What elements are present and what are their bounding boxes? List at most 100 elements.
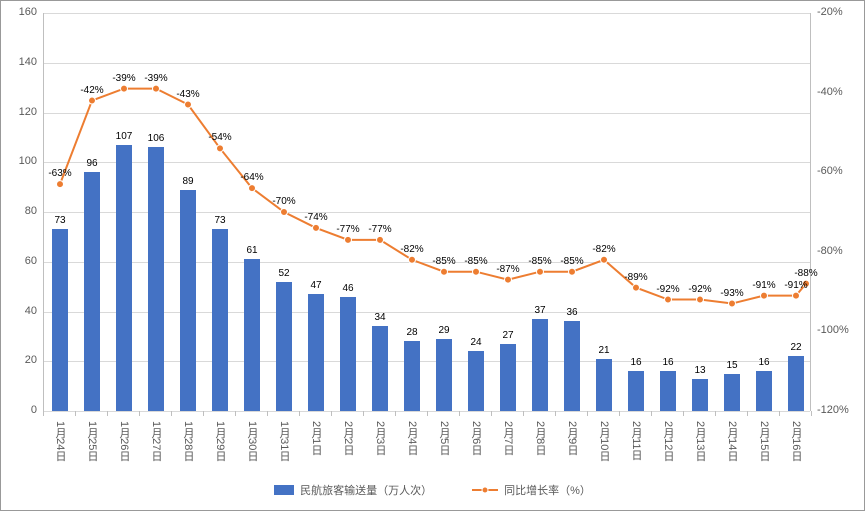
x-tick	[363, 411, 364, 416]
x-tick	[171, 411, 172, 416]
bar-value-label: 37	[534, 305, 545, 316]
x-tick-label: 2月14日	[724, 421, 740, 461]
line-value-label: -87%	[496, 264, 519, 275]
x-tick	[299, 411, 300, 416]
bar-value-label: 36	[566, 307, 577, 318]
x-tick-label: 1月26日	[116, 421, 132, 461]
bar	[308, 294, 324, 411]
bar-value-label: 34	[374, 312, 385, 323]
bar-value-label: 16	[630, 357, 641, 368]
bar-value-label: 52	[278, 268, 289, 279]
bar	[212, 229, 228, 411]
legend-label: 同比增长率（%）	[504, 482, 591, 498]
bar-value-label: 15	[726, 360, 737, 371]
legend: 民航旅客输送量（万人次） 同比增长率（%）	[1, 482, 864, 498]
bar-value-label: 29	[438, 325, 449, 336]
gridline	[44, 63, 810, 64]
x-tick	[395, 411, 396, 416]
x-tick	[267, 411, 268, 416]
line-value-label: -39%	[112, 73, 135, 84]
line-value-label: -85%	[528, 256, 551, 267]
bar	[532, 319, 548, 411]
bar-value-label: 21	[598, 345, 609, 356]
x-tick-label: 2月3日	[372, 421, 388, 455]
x-tick-label: 2月9日	[564, 421, 580, 455]
x-tick	[523, 411, 524, 416]
x-tick	[747, 411, 748, 416]
gridline	[44, 113, 810, 114]
bar	[468, 351, 484, 411]
x-tick-label: 2月11日	[628, 421, 644, 461]
bar-value-label: 46	[342, 283, 353, 294]
x-tick-label: 2月4日	[404, 421, 420, 455]
bar-value-label: 27	[502, 330, 513, 341]
y-left-tick-label: 140	[7, 56, 37, 68]
bar	[116, 145, 132, 411]
bar	[596, 359, 612, 411]
legend-label: 民航旅客输送量（万人次）	[300, 482, 432, 498]
x-tick-label: 2月15日	[756, 421, 772, 461]
y-left-tick-label: 40	[7, 305, 37, 317]
bar-value-label: 13	[694, 365, 705, 376]
x-tick	[587, 411, 588, 416]
bar	[436, 339, 452, 411]
bar	[788, 356, 804, 411]
y-right-tick-label: -120%	[817, 404, 849, 416]
line-value-label: -91%	[784, 280, 807, 291]
line-value-label: -63%	[48, 168, 71, 179]
y-left-tick-label: 0	[7, 404, 37, 416]
line-value-label: -89%	[624, 272, 647, 283]
y-right-tick-label: -40%	[817, 86, 843, 98]
x-tick	[683, 411, 684, 416]
x-tick-label: 2月16日	[788, 421, 804, 461]
bar	[628, 371, 644, 411]
bar	[724, 374, 740, 411]
bar-value-label: 96	[86, 158, 97, 169]
line-value-label: -88%	[794, 268, 817, 279]
x-tick-label: 2月10日	[596, 421, 612, 461]
bar-value-label: 16	[758, 357, 769, 368]
bar	[756, 371, 772, 411]
bar-value-label: 47	[310, 280, 321, 291]
x-tick	[427, 411, 428, 416]
bar-value-label: 24	[470, 337, 481, 348]
line-value-label: -77%	[368, 224, 391, 235]
x-tick	[459, 411, 460, 416]
legend-line-swatch	[472, 489, 498, 491]
y-left-tick-label: 60	[7, 255, 37, 267]
bar-value-label: 28	[406, 327, 417, 338]
x-tick-label: 2月2日	[340, 421, 356, 455]
line-value-label: -42%	[80, 85, 103, 96]
x-tick	[555, 411, 556, 416]
x-tick-label: 2月8日	[532, 421, 548, 455]
y-right-tick-label: -100%	[817, 324, 849, 336]
x-tick-label: 1月25日	[84, 421, 100, 461]
line-value-label: -85%	[432, 256, 455, 267]
bar-value-label: 107	[116, 131, 133, 142]
bar-value-label: 73	[54, 215, 65, 226]
bar	[52, 229, 68, 411]
x-tick	[203, 411, 204, 416]
y-left-tick-label: 160	[7, 6, 37, 18]
y-left-tick-label: 80	[7, 205, 37, 217]
y-left-tick-label: 100	[7, 155, 37, 167]
bar	[244, 259, 260, 411]
bar	[340, 297, 356, 411]
x-tick	[235, 411, 236, 416]
bar	[372, 326, 388, 411]
plot-area: 7396107106897361524746342829242737362116…	[43, 13, 811, 411]
y-left-tick-label: 20	[7, 354, 37, 366]
bar	[276, 282, 292, 411]
line-value-label: -92%	[656, 284, 679, 295]
line-value-label: -77%	[336, 224, 359, 235]
x-tick	[43, 411, 44, 416]
x-tick	[107, 411, 108, 416]
line-value-label: -43%	[176, 89, 199, 100]
legend-item: 民航旅客输送量（万人次）	[274, 482, 432, 498]
x-tick-label: 2月7日	[500, 421, 516, 455]
x-tick	[491, 411, 492, 416]
x-tick-label: 2月12日	[660, 421, 676, 461]
gridline	[44, 13, 810, 14]
y-left-tick-label: 120	[7, 106, 37, 118]
x-tick	[651, 411, 652, 416]
